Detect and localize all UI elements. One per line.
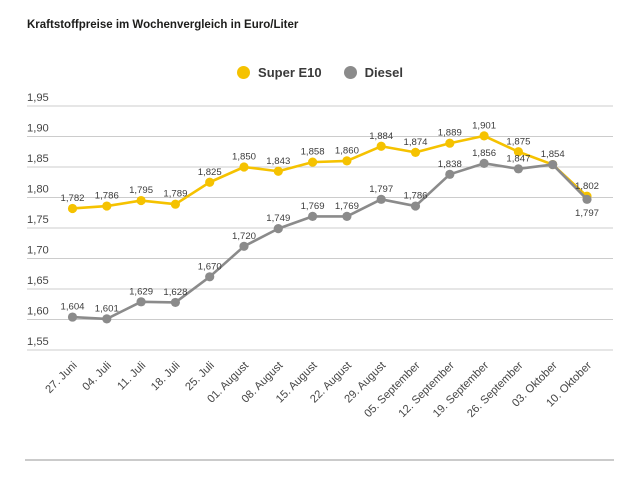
data-point-diesel <box>239 241 249 251</box>
data-point-diesel <box>170 297 180 308</box>
data-point-super-e10 <box>67 203 78 214</box>
point-value-label-diesel: 1,769 <box>301 201 325 212</box>
point-value-label-super-e10: 1,889 <box>438 128 462 139</box>
chart-legend: Super E10 Diesel <box>0 65 640 80</box>
y-axis-tick-label: 1,70 <box>27 245 49 257</box>
x-axis-tick-label: 27. Juni <box>43 360 79 396</box>
legend-item-diesel: Diesel <box>343 65 403 80</box>
y-axis-tick-label: 1,75 <box>27 214 49 226</box>
legend-item-super-e10: Super E10 <box>237 65 322 80</box>
point-value-label-super-e10: 1,843 <box>266 156 290 167</box>
point-value-label-diesel: 1,628 <box>163 287 187 298</box>
y-axis-tick-label: 1,55 <box>27 336 49 348</box>
data-point-diesel <box>445 169 455 179</box>
point-value-label-diesel: 1,854 <box>541 149 566 160</box>
x-axis-tick-label: 11. Juli <box>115 360 148 393</box>
y-axis-tick-label: 1,85 <box>27 153 49 165</box>
data-point-diesel <box>342 211 352 222</box>
data-point-diesel <box>67 312 78 322</box>
point-value-label-super-e10: 1,901 <box>472 120 496 131</box>
point-value-label-diesel: 1,838 <box>438 159 462 170</box>
y-axis-tick-label: 1,95 <box>27 92 49 104</box>
chart-title: Kraftstoffpreise im Wochenvergleich in E… <box>27 19 299 31</box>
data-point-super-e10 <box>102 201 112 211</box>
point-value-label-super-e10: 1,884 <box>369 131 394 142</box>
point-value-label-super-e10: 1,858 <box>301 147 325 158</box>
data-point-diesel <box>548 159 558 170</box>
point-value-label-diesel: 1,856 <box>472 148 496 159</box>
point-value-label-diesel: 1,749 <box>266 213 290 224</box>
legend-label-diesel: Diesel <box>364 65 403 80</box>
data-point-super-e10 <box>170 199 180 209</box>
point-value-label-super-e10: 1,795 <box>129 185 153 196</box>
data-point-diesel <box>308 211 318 222</box>
series-line-super-e10 <box>71 134 589 210</box>
point-value-label-diesel: 1,797 <box>369 184 393 195</box>
point-value-label-diesel: 1,629 <box>129 286 153 297</box>
point-value-label-super-e10: 1,860 <box>335 145 359 156</box>
y-axis-tick-label: 1,65 <box>27 275 49 287</box>
data-point-super-e10 <box>513 147 524 157</box>
diesel-series-dot-icon <box>343 66 357 79</box>
point-value-label-super-e10: 1,782 <box>60 193 84 204</box>
x-axis-tick-label: 25. Juli <box>183 360 217 394</box>
data-point-diesel <box>376 194 386 204</box>
data-point-diesel <box>136 297 146 307</box>
data-point-super-e10 <box>308 157 318 167</box>
data-point-super-e10 <box>479 131 489 141</box>
y-axis-tick-label: 1,90 <box>27 123 49 135</box>
y-axis-tick-label: 1,60 <box>27 306 49 318</box>
point-value-label-super-e10: 1,874 <box>403 137 428 148</box>
point-value-label-diesel: 1,670 <box>198 261 222 272</box>
bottom-separator <box>25 459 614 461</box>
point-value-label-diesel: 1,786 <box>403 191 427 202</box>
data-point-diesel <box>410 201 421 211</box>
data-point-diesel <box>479 158 489 168</box>
data-point-diesel <box>205 272 215 282</box>
data-point-super-e10 <box>445 138 455 148</box>
point-value-label-super-e10: 1,850 <box>232 152 256 163</box>
point-value-label-super-e10: 1,825 <box>198 167 222 178</box>
super-e10-series-dot-icon <box>237 66 251 79</box>
point-value-label-diesel: 1,604 <box>60 302 85 313</box>
y-axis-tick-label: 1,80 <box>27 184 49 196</box>
data-point-super-e10 <box>205 177 215 187</box>
x-axis-tick-label: 18. Juli <box>149 360 183 394</box>
data-point-super-e10 <box>410 147 421 157</box>
data-point-super-e10 <box>342 156 352 166</box>
legend-label-super-e10: Super E10 <box>258 65 322 80</box>
data-point-super-e10 <box>273 166 283 176</box>
point-value-label-diesel: 1,601 <box>95 303 119 314</box>
point-value-label-diesel: 1,720 <box>232 231 256 242</box>
point-value-label-diesel: 1,847 <box>506 153 530 164</box>
data-point-super-e10 <box>239 162 249 172</box>
point-value-label-diesel: 1,797 <box>575 208 599 219</box>
data-point-diesel <box>273 224 283 234</box>
data-point-super-e10 <box>376 141 386 151</box>
data-point-diesel <box>582 194 592 204</box>
x-axis-tick-label: 04. Juli <box>80 360 114 394</box>
series-line-diesel <box>71 162 589 321</box>
point-value-label-super-e10: 1,789 <box>163 189 187 200</box>
data-point-super-e10 <box>136 195 146 206</box>
data-point-diesel <box>513 164 524 174</box>
data-point-diesel <box>102 314 112 324</box>
point-value-label-super-e10: 1,786 <box>95 191 119 202</box>
point-value-label-super-e10: 1,875 <box>506 136 530 147</box>
point-value-label-diesel: 1,769 <box>335 201 359 212</box>
point-value-label-super-e10: 1,802 <box>575 181 599 192</box>
